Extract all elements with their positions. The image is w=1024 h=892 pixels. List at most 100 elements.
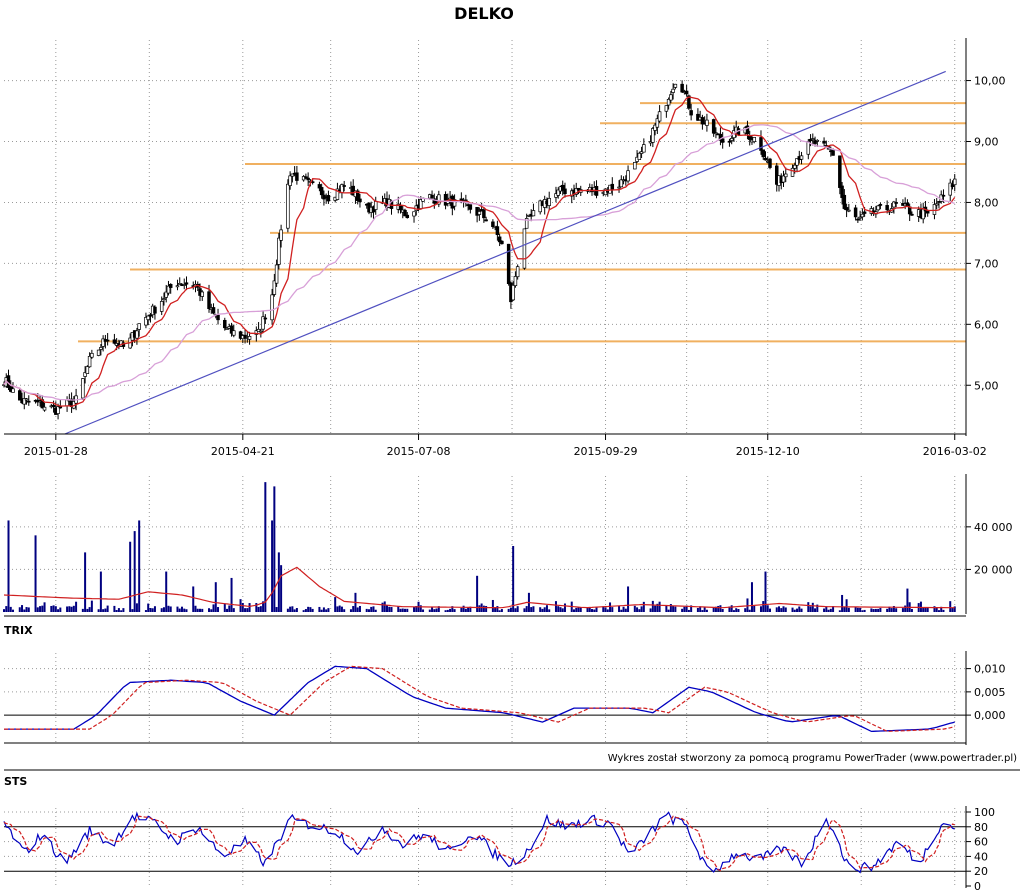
volume-bar-121 — [383, 601, 386, 612]
candle-body-225 — [711, 119, 716, 134]
candle-body-242 — [763, 157, 768, 161]
volume-bars — [3, 482, 956, 612]
volume-bar-60 — [192, 586, 195, 612]
candle-body-226 — [714, 132, 718, 135]
price-ytick-label-5: 10,00 — [974, 75, 1006, 88]
candle-body-222 — [700, 117, 705, 125]
candle-body-94 — [295, 172, 299, 181]
candle-body-53 — [166, 285, 171, 294]
volume-bar-185 — [586, 607, 589, 612]
sts-ytick-label-5: 100 — [974, 806, 995, 819]
volume-bar-122 — [385, 605, 388, 612]
volume-bar-76 — [241, 602, 244, 612]
volume-bar-134 — [422, 609, 425, 612]
volume-bar-50 — [160, 608, 163, 612]
volume-bar-118 — [372, 606, 375, 612]
sts-panel-title: STS — [4, 775, 27, 788]
volume-bar-278 — [877, 608, 880, 612]
volume-bar-294 — [926, 607, 929, 612]
volume-bar-186 — [588, 606, 591, 612]
candle-body-283 — [892, 201, 896, 208]
candle-body-54 — [168, 284, 173, 288]
volume-bar-22 — [70, 606, 73, 612]
candle-body-162 — [511, 284, 515, 301]
candle-body-45 — [144, 317, 148, 326]
volume-bar-35 — [113, 605, 116, 612]
volume-bar-181 — [572, 609, 575, 612]
candle-body-257 — [811, 138, 815, 140]
candle-body-273 — [860, 213, 865, 218]
volume-bar-135 — [428, 609, 431, 612]
volume-bar-252 — [796, 608, 799, 612]
candle-body-126 — [398, 205, 403, 211]
candle-body-74 — [232, 330, 236, 336]
candle-body-202 — [637, 152, 642, 160]
volume-bar-191 — [604, 607, 607, 612]
volume-bar-219 — [690, 605, 693, 612]
volume-bar-97 — [307, 606, 310, 612]
volume-bar-227 — [717, 605, 720, 612]
volume-bar-254 — [800, 608, 803, 612]
volume-bar-18 — [57, 609, 60, 612]
volume-bar-1 — [5, 606, 8, 612]
sts-ytick-label-4: 80 — [974, 821, 988, 834]
volume-bar-140 — [444, 610, 447, 612]
volume-bar-68 — [214, 582, 217, 612]
volume-bar-234 — [737, 609, 740, 612]
volume-bar-284 — [895, 608, 898, 612]
sts-layer — [3, 811, 966, 874]
candle-body-211 — [666, 99, 671, 106]
volume-bar-143 — [451, 606, 454, 612]
volume-bar-88 — [277, 552, 280, 612]
candle-body-219 — [689, 110, 693, 116]
volume-bar-173 — [545, 605, 548, 612]
price-xtick-label-1: 2015-04-21 — [211, 445, 275, 458]
candle-body-266 — [840, 185, 844, 198]
volume-bar-246 — [778, 606, 781, 612]
volume-bar-159 — [500, 609, 503, 612]
volume-bar-300 — [949, 601, 952, 612]
volume-bar-295 — [933, 606, 936, 612]
candle-body-217 — [684, 90, 689, 95]
volume-bar-15 — [50, 605, 53, 612]
volume-bar-187 — [591, 609, 594, 612]
volume-bar-201 — [636, 607, 639, 612]
volume-bar-127 — [401, 608, 404, 612]
candle-body-101 — [319, 187, 324, 196]
candle-body-113 — [355, 190, 360, 201]
candle-body-170 — [538, 200, 542, 213]
volume-bar-17 — [54, 606, 57, 612]
volume-bar-103 — [325, 609, 328, 612]
sts-main-line — [3, 811, 955, 874]
volume-bar-120 — [381, 602, 384, 612]
candle-body-69 — [216, 314, 220, 321]
volume-bar-176 — [557, 606, 560, 612]
candle-body-46 — [146, 315, 150, 320]
candle-body-272 — [858, 216, 862, 219]
volume-bar-31 — [99, 571, 102, 612]
candle-body-179 — [563, 188, 567, 195]
candle-body-7 — [22, 398, 27, 405]
candle-body-4 — [11, 388, 15, 393]
price-ma_slow-line — [3, 124, 955, 401]
candle-body-228 — [718, 133, 723, 141]
volume-bar-302 — [953, 606, 956, 612]
volume-bar-255 — [807, 602, 810, 612]
candle-body-90 — [286, 183, 290, 229]
volume-bar-189 — [595, 607, 598, 612]
candle-body-163 — [513, 276, 518, 287]
volume-bar-33 — [104, 608, 107, 612]
candle-body-230 — [727, 140, 732, 143]
candle-body-279 — [878, 204, 883, 206]
volume-bar-141 — [446, 609, 449, 612]
volume-bar-194 — [611, 607, 614, 612]
candle-body-271 — [856, 218, 860, 221]
volume-bar-277 — [874, 608, 877, 612]
price-ytick-label-3: 8,00 — [974, 196, 999, 209]
volume-bar-39 — [122, 608, 125, 612]
candle-body-29 — [90, 352, 94, 358]
candle-body-50 — [159, 301, 164, 312]
candle-body-14 — [42, 406, 47, 411]
volume-bar-192 — [606, 609, 609, 612]
volume-bar-209 — [658, 601, 661, 612]
